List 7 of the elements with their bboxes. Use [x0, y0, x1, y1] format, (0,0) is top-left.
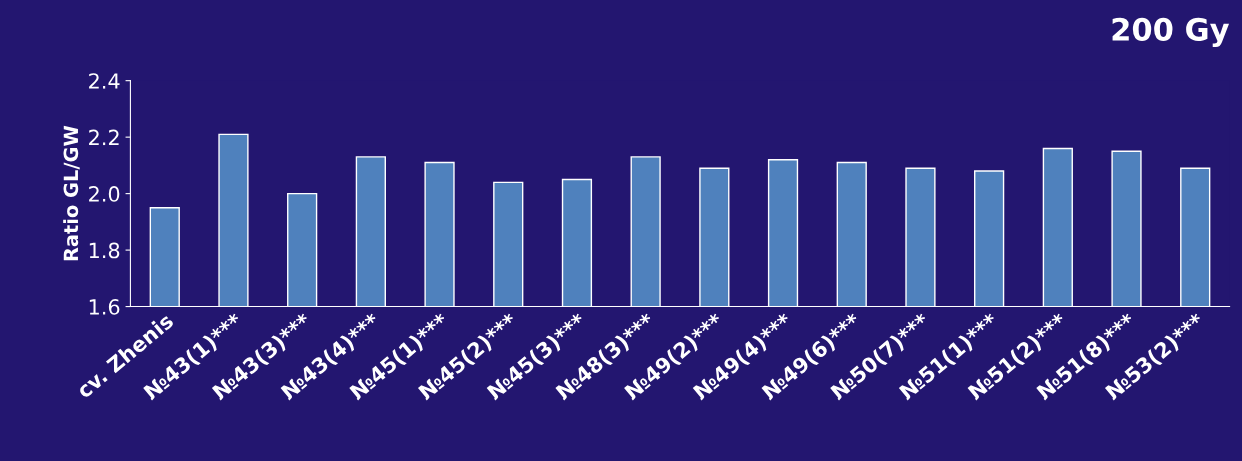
y-axis-title: Ratio GL/GW: [63, 125, 80, 261]
chart-title: 200 Gy: [1112, 17, 1230, 48]
y-tick-label: 2.4: [89, 73, 120, 89]
y-tick-label: 2.0: [89, 186, 120, 202]
y-tick-label: 1.8: [89, 242, 120, 259]
y-tick-label: 2.2: [89, 129, 119, 146]
y-tick-label: 1.6: [89, 299, 120, 315]
